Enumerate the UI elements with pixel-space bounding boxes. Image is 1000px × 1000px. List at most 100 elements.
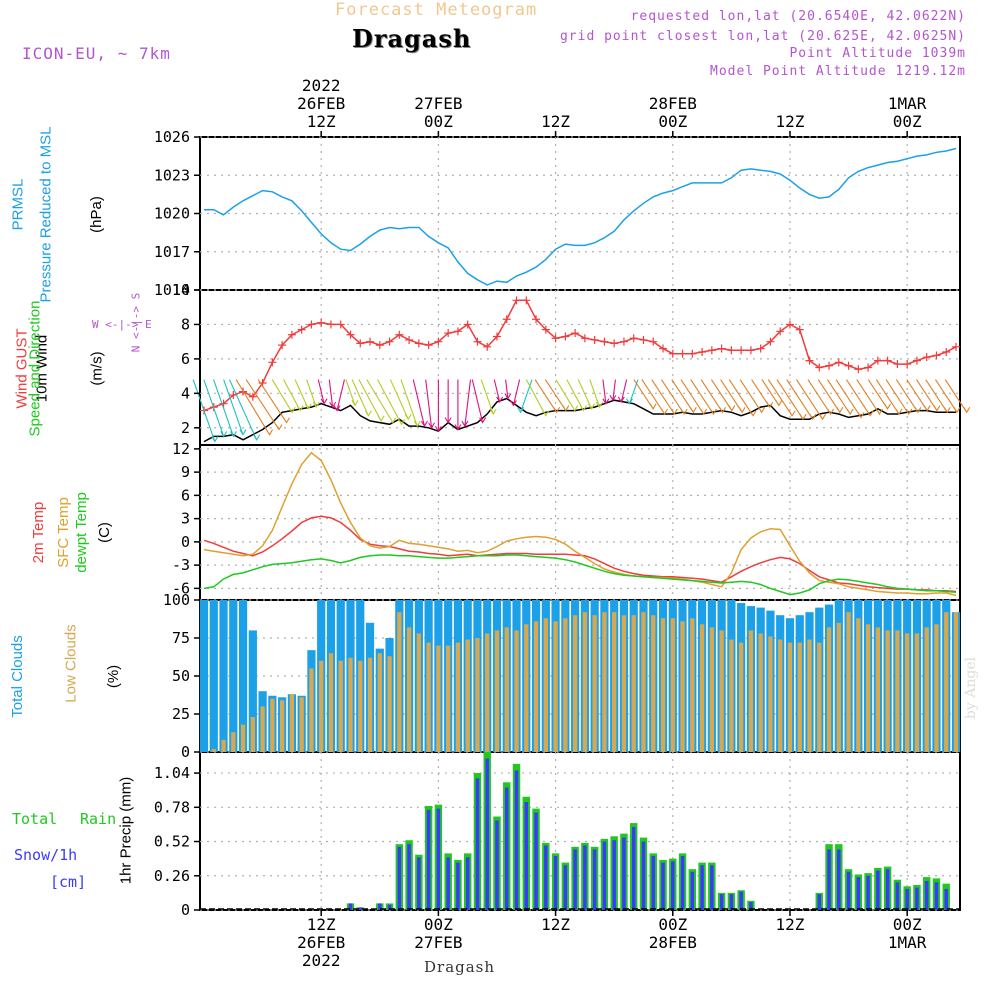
low-cloud-bar [289,694,295,752]
snow-bar [485,758,489,910]
bottom-time-label: 00Z [893,915,922,934]
low-cloud-bar [953,612,959,752]
gust-point [541,325,550,334]
gust-point [326,320,335,329]
low-cloud-bar [465,639,470,752]
low-cloud-bar [494,630,500,752]
low-cloud-bar [660,618,666,752]
gust-point [434,337,443,346]
snow-bar [719,894,724,910]
gust-point [366,337,375,346]
gust-point [512,296,521,305]
gust-point [932,351,941,360]
precip-axis-label: 1hr Precip (mm) [117,776,135,885]
low-cloud-bar [641,612,646,752]
pressure-ytick-label: 1023 [154,166,190,184]
wind-direction-arrow [617,379,628,404]
gust-point [492,332,501,341]
gust-point [551,334,560,343]
low-cloud-bar [377,653,382,752]
top-time-label: 00Z [424,112,453,131]
snow-bar [944,888,948,910]
low-cloud-bar [729,639,734,752]
wind-direction-arrow [751,379,774,409]
compass-we: W <-|-> E [92,318,152,331]
pressure-series-line [204,147,957,286]
gust-point [942,348,951,356]
low-cloud-bar [797,642,802,752]
snow-bar [700,865,704,910]
wind-series-wind-gust [203,299,957,412]
snow-bar [749,902,753,910]
low-cloud-bar [865,624,871,752]
wind-direction-arrow [720,379,746,414]
precipitation-ytick-label: 0 [181,901,190,919]
top-time-label: 12Z [541,112,570,131]
top-time-label: 27FEB [414,94,462,113]
gust-point [922,353,931,362]
precip-total-label: Total [12,810,58,828]
low-cloud-bar [944,612,949,752]
snow-bar [905,888,909,910]
wind-direction-arrow [525,379,550,417]
total-cloud-bar [219,600,228,752]
gust-point [317,318,326,327]
top-time-label: 12Z [776,112,805,131]
precip-snow-label: Snow/1h [14,846,78,864]
gust-point [287,330,296,339]
wind-direction-arrow [566,379,587,412]
wind-direction-arrow [534,379,561,414]
low-cloud-bar [572,615,578,752]
wind-direction-arrow [351,379,372,417]
temperature-frame [199,444,961,601]
location-title: Dragash [352,24,472,53]
clouds-total-label: Total Clouds [8,635,26,718]
low-cloud-bar [533,621,539,752]
gust-point [668,349,677,358]
wind-direction-arrow [223,379,247,436]
top-time-label: 28FEB [649,94,697,113]
wind-direction-arrow [875,379,903,416]
gust-point [532,315,541,324]
gust-point [522,296,531,305]
wind-direction-arrow [377,379,406,426]
wind-series-10m-wind [203,397,956,443]
wind-direction-arrow [203,379,228,438]
temperature-ytick-label: -6 [172,579,190,597]
low-cloud-bar [543,618,548,752]
wind-direction-arrow [345,379,359,407]
low-cloud-bar [455,642,461,752]
top-time-label: 1MAR [888,94,927,113]
gust-point [424,341,433,350]
pressure-label-desc: Pressure Reduced to MSL [37,126,55,303]
clouds-ytick-label: 25 [172,705,190,723]
wind-direction-arrow [845,379,874,417]
gust-point [571,329,580,338]
wind-direction-arrow [786,379,817,421]
gust-point [307,320,316,329]
snow-bar [641,841,646,910]
low-cloud-bar [387,656,392,752]
top-time-label: 00Z [658,112,687,131]
low-cloud-bar [221,739,226,752]
wind-direction-arrow [895,379,922,414]
gust-point [844,361,853,370]
snow-bar [583,845,587,910]
gust-point [463,320,472,329]
grid-lines [200,136,960,911]
wind-direction-arrow [602,379,610,405]
wind-direction-arrow [283,379,304,412]
wind-ytick-label: 8 [181,315,190,333]
temp-2m-label: 2m Temp [30,501,48,564]
wind-direction-arrow [454,379,462,431]
wind-direction-arrow [544,379,570,412]
total-cloud-bar [199,600,209,752]
snow-bar [915,887,919,910]
gust-point [864,363,873,372]
snow-bar [876,870,880,910]
wind-direction-arrow [796,379,827,421]
point-altitude: Point Altitude 1039m [789,46,966,61]
wind-direction-arrow [680,379,708,416]
gust-point [893,360,902,369]
gust-point [698,348,707,356]
